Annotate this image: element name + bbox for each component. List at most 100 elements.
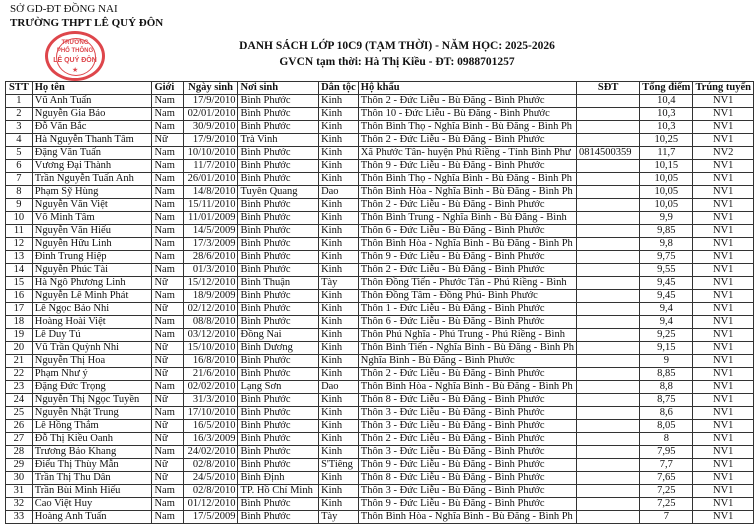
cell-phone xyxy=(576,237,641,251)
cell-birthplace: Bình Phước xyxy=(237,224,320,238)
cell-admission: NV1 xyxy=(692,302,754,316)
cell-score: 7,25 xyxy=(639,497,694,511)
cell-ethnicity: Kinh xyxy=(318,237,359,251)
cell-name: Vũ Anh Tuấn xyxy=(31,94,153,108)
table-row: 18 Hoàng Hoài Việt Nam 08/8/2010 Bình Phước K… xyxy=(5,315,754,329)
cell-address: Thôn Bình Hòa - Nghĩa Bình - Bù Đăng - B… xyxy=(357,380,578,394)
cell-score: 8,05 xyxy=(639,419,694,433)
cell-gender: Nam xyxy=(151,328,184,342)
cell-phone xyxy=(576,133,641,147)
cell-dob: 18/9/2009 xyxy=(182,289,239,303)
cell-admission: NV1 xyxy=(692,341,754,355)
table-header-row: STT Họ tên Giới Ngày sinh Nơi sinh Dân tộc Hộ … xyxy=(5,81,754,95)
cell-dob: 24/5/2010 xyxy=(182,471,239,485)
cell-admission: NV1 xyxy=(692,445,754,459)
table-row: 15 Hà Ngô Phương Linh Nữ 15/12/2010 Bình Thu… xyxy=(5,276,754,290)
cell-name: Trần Bùi Minh Hiếu xyxy=(31,484,153,498)
cell-admission: NV1 xyxy=(692,185,754,199)
cell-address: Thôn Bình Trung - Nghĩa Bình - Bù Đăng -… xyxy=(357,211,578,225)
table-row: 8 Phạm Sỹ Hùng Nam 14/8/2010 Tuyên Quang Dao T… xyxy=(5,185,754,199)
cell-admission: NV1 xyxy=(692,484,754,498)
cell-ethnicity: Kinh xyxy=(318,198,359,212)
cell-admission: NV1 xyxy=(692,250,754,264)
cell-dob: 28/6/2010 xyxy=(182,250,239,264)
cell-admission: NV1 xyxy=(692,510,754,524)
cell-birthplace: Bình Phước xyxy=(237,354,320,368)
cell-address: Thôn 3 - Đức Liễu - Bù Đăng - Bình Phước xyxy=(357,445,578,459)
school-name: TRƯỜNG THPT LÊ QUÝ ĐÔN xyxy=(10,17,164,29)
cell-dob: 17/9/2010 xyxy=(182,133,239,147)
cell-name: Lê Duy Tú xyxy=(31,328,153,342)
cell-score: 10,25 xyxy=(639,133,694,147)
table-row: 28 Trương Bảo Khang Nam 24/02/2010 Bình Phướ… xyxy=(5,445,754,459)
cell-birthplace: Bình Phước xyxy=(237,406,320,420)
table-row: 2 Nguyễn Gia Bảo Nam 02/01/2010 Bình Phước Ki… xyxy=(5,107,754,121)
cell-address: Thôn Bình Hòa - Nghĩa Bình - Bù Đăng - B… xyxy=(357,237,578,251)
column-header-name: Họ tên xyxy=(31,81,153,95)
cell-stt: 23 xyxy=(5,380,33,394)
cell-birthplace: Bình Phước xyxy=(237,237,320,251)
cell-gender: Nữ xyxy=(151,432,184,446)
cell-name: Hoàng Hoài Việt xyxy=(31,315,153,329)
cell-name: Nguyễn Thị Hoa xyxy=(31,354,153,368)
cell-ethnicity: Kinh xyxy=(318,328,359,342)
cell-score: 9,45 xyxy=(639,289,694,303)
cell-phone xyxy=(576,484,641,498)
cell-birthplace: Bình Phước xyxy=(237,393,320,407)
cell-name: Vương Đại Thành xyxy=(31,159,153,173)
cell-address: Thôn 2 - Đức Liễu - Bù Đăng - Bình Phước xyxy=(357,367,578,381)
cell-gender: Nữ xyxy=(151,367,184,381)
cell-score: 7,65 xyxy=(639,471,694,485)
cell-ethnicity: Kinh xyxy=(318,263,359,277)
cell-score: 11,7 xyxy=(639,146,694,160)
cell-address: Thôn 2 - Đức Liễu - Bù Đăng - Bình Phước xyxy=(357,133,578,147)
table-row: 23 Đặng Đức Trọng Nam 02/02/2010 Lạng Sơn Dao… xyxy=(5,380,754,394)
column-header-dob: Ngày sinh xyxy=(182,81,239,95)
table-row: 27 Đỗ Thị Kiều Oanh Nữ 16/3/2009 Bình Phước K… xyxy=(5,432,754,446)
cell-birthplace: Bình Phước xyxy=(237,510,320,524)
cell-birthplace: Bình Phước xyxy=(237,263,320,277)
cell-dob: 14/8/2010 xyxy=(182,185,239,199)
cell-dob: 26/01/2010 xyxy=(182,172,239,186)
table-row: 10 Võ Minh Tâm Nam 11/01/2009 Bình Phước Kinh… xyxy=(5,211,754,225)
cell-phone xyxy=(576,276,641,290)
cell-gender: Nam xyxy=(151,289,184,303)
cell-dob: 01/12/2010 xyxy=(182,497,239,511)
cell-name: Hà Nguyễn Thanh Tâm xyxy=(31,133,153,147)
cell-admission: NV1 xyxy=(692,315,754,329)
cell-birthplace: Trà Vinh xyxy=(237,133,320,147)
cell-stt: 15 xyxy=(5,276,33,290)
column-header-address: Hộ khẩu xyxy=(357,81,578,95)
cell-phone xyxy=(576,380,641,394)
cell-dob: 17/9/2010 xyxy=(182,94,239,108)
cell-gender: Nam xyxy=(151,211,184,225)
cell-gender: Nam xyxy=(151,497,184,511)
cell-phone xyxy=(576,419,641,433)
cell-name: Nguyễn Nhật Trung xyxy=(31,406,153,420)
cell-ethnicity: Kinh xyxy=(318,107,359,121)
cell-stt: 12 xyxy=(5,237,33,251)
cell-score: 9,45 xyxy=(639,276,694,290)
cell-name: Nguyễn Hữu Linh xyxy=(31,237,153,251)
cell-score: 8 xyxy=(639,432,694,446)
cell-admission: NV1 xyxy=(692,497,754,511)
cell-dob: 15/11/2010 xyxy=(182,198,239,212)
cell-address: Thôn 2 - Đức Liễu - Bù Đăng - Bình Phước xyxy=(357,263,578,277)
cell-stt: 28 xyxy=(5,445,33,459)
column-header-admission: Trúng tuyển xyxy=(692,81,754,95)
cell-stt: 29 xyxy=(5,458,33,472)
cell-name: Đặng Văn Tuấn xyxy=(31,146,153,160)
cell-birthplace: Bình Phước xyxy=(237,159,320,173)
cell-admission: NV1 xyxy=(692,471,754,485)
cell-ethnicity: Dao xyxy=(318,185,359,199)
cell-name: Phạm Như ý xyxy=(31,367,153,381)
cell-birthplace: Bình Phước xyxy=(237,250,320,264)
cell-admission: NV1 xyxy=(692,133,754,147)
cell-stt: 8 xyxy=(5,185,33,199)
cell-phone xyxy=(576,159,641,173)
cell-gender: Nam xyxy=(151,445,184,459)
cell-gender: Nam xyxy=(151,107,184,121)
cell-phone xyxy=(576,211,641,225)
cell-name: Hoàng Anh Tuấn xyxy=(31,510,153,524)
